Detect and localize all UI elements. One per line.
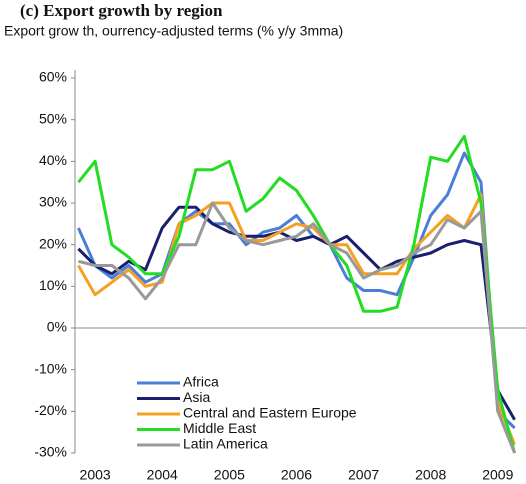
y-tick-label: 10% — [39, 277, 67, 293]
series-line — [78, 201, 516, 454]
series-line — [77, 134, 517, 454]
legend-label: Middle East — [183, 420, 256, 436]
y-tick-label: 50% — [39, 110, 67, 126]
legend-label: Asia — [183, 389, 210, 405]
x-tick-label: 2008 — [415, 467, 446, 483]
y-tick-label: -30% — [34, 444, 67, 460]
x-tick-label: 2003 — [80, 467, 111, 483]
series-line — [77, 193, 516, 446]
y-tick-label: -20% — [34, 402, 67, 418]
chart-subtitle: Export grow th, ourrency-adjusted terms … — [4, 23, 343, 39]
legend-label: Latin America — [183, 436, 268, 452]
x-tick-label: 2006 — [281, 467, 312, 483]
series-line — [77, 205, 516, 421]
chart-title: (c) Export growth by region — [20, 1, 223, 20]
x-tick-label: 2009 — [482, 467, 513, 483]
y-tick-label: -10% — [34, 360, 67, 376]
legend-label: Africa — [183, 374, 219, 390]
series-line — [77, 151, 516, 430]
x-tick-label: 2004 — [147, 467, 178, 483]
x-tick-label: 2005 — [214, 467, 245, 483]
y-tick-label: 30% — [39, 194, 67, 210]
y-tick-label: 60% — [39, 69, 67, 85]
legend-label: Central and Eastern Europe — [183, 405, 357, 421]
y-tick-label: 20% — [39, 235, 67, 251]
x-tick-label: 2007 — [348, 467, 379, 483]
y-tick-label: 40% — [39, 152, 67, 168]
y-tick-label: 0% — [47, 319, 67, 335]
